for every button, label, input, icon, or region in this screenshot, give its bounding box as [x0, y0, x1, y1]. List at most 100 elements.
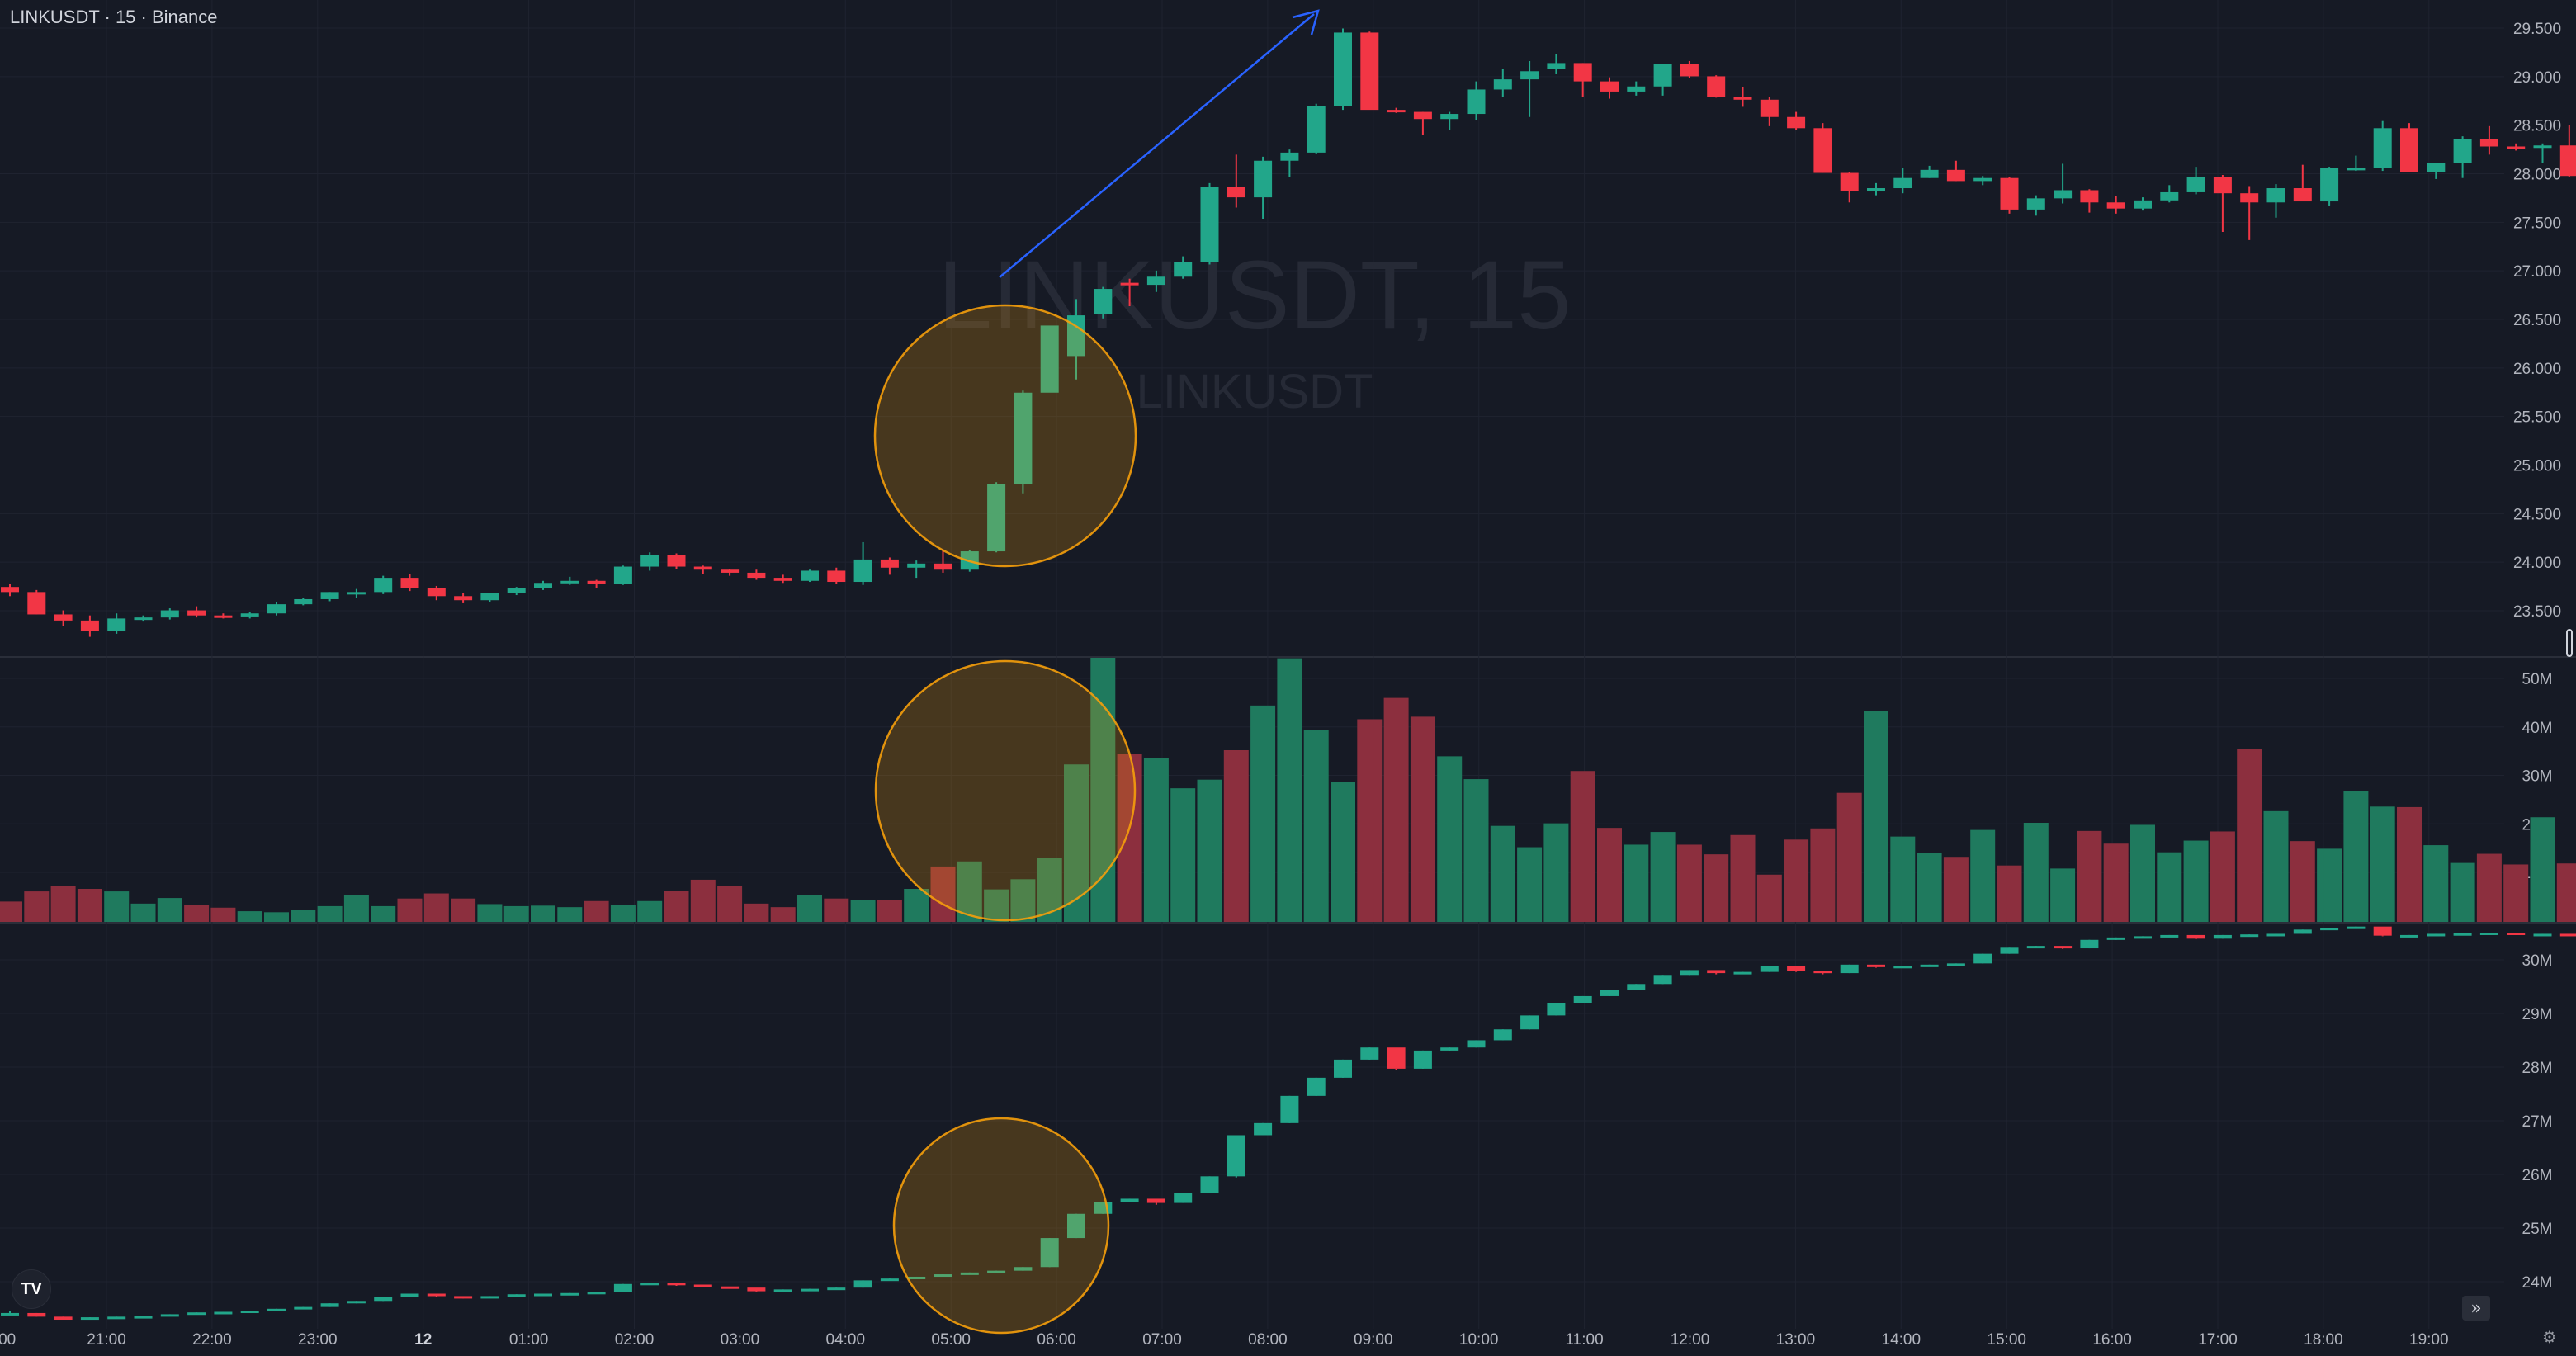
- price-candle: [1787, 117, 1805, 129]
- delta-candle: [454, 1296, 472, 1298]
- volume-bar: [1170, 788, 1195, 922]
- delta-candle: [1921, 965, 1939, 967]
- price-candle: [2001, 178, 2019, 210]
- delta-candle: [1494, 1029, 1512, 1040]
- price-candle: [347, 592, 366, 594]
- price-axis-label: 29.500: [2513, 21, 2561, 38]
- volume-bar: [1224, 750, 1249, 922]
- delta-candle: [2507, 933, 2525, 935]
- time-axis-label: 16:00: [2092, 1331, 2132, 1349]
- delta-axis-label: 26M: [2522, 1167, 2553, 1184]
- volume-bar: [1357, 719, 1382, 922]
- delta-candle: [2427, 933, 2445, 936]
- volume-bar: [1304, 730, 1329, 922]
- delta-candle: [827, 1287, 845, 1290]
- time-axis-label: 23:00: [298, 1331, 338, 1349]
- price-axis-label: 28.000: [2513, 167, 2561, 184]
- delta-candle: [480, 1296, 499, 1298]
- time-axis-label: 10:00: [1459, 1331, 1499, 1349]
- delta-candle: [881, 1278, 899, 1281]
- price-candle: [508, 588, 526, 593]
- delta-candle: [81, 1317, 99, 1320]
- price-candle: [2480, 139, 2498, 147]
- delta-candle: [27, 1313, 45, 1316]
- delta-candle: [267, 1309, 286, 1311]
- tradingview-logo-icon[interactable]: TV: [12, 1269, 51, 1309]
- price-axis-label: 27.000: [2513, 263, 2561, 281]
- price-candle: [161, 611, 179, 618]
- price-candle: [480, 593, 499, 601]
- chart-settings-icon[interactable]: ⚙: [2540, 1327, 2559, 1347]
- volume-bar: [664, 891, 689, 922]
- delta-candle: [614, 1284, 632, 1292]
- delta-candle: [54, 1316, 73, 1320]
- pane-resize-handle[interactable]: [2566, 629, 2573, 657]
- delta-candle: [1227, 1135, 1245, 1176]
- delta-candle: [1201, 1176, 1219, 1193]
- price-candle: [1654, 64, 1672, 87]
- volume-bar: [2317, 848, 2342, 922]
- highlight-circle-delta: [894, 1118, 1108, 1333]
- volume-bar: [2264, 811, 2289, 922]
- time-axis-label: 02:00: [615, 1331, 655, 1349]
- volume-bar: [2024, 823, 2049, 922]
- delta-candle: [2400, 935, 2418, 938]
- price-candle: [2400, 128, 2418, 172]
- volume-bar: [611, 905, 636, 922]
- volume-bar: [851, 900, 876, 922]
- price-candle: [1574, 63, 1592, 81]
- volume-bar: [1277, 659, 1302, 922]
- volume-bar: [2557, 863, 2576, 922]
- delta-candle: [135, 1316, 153, 1319]
- delta-candle: [2107, 938, 2125, 940]
- price-candle: [2294, 188, 2312, 201]
- delta-candle: [294, 1307, 312, 1310]
- volume-bar: [584, 901, 609, 922]
- price-candle: [2267, 188, 2285, 202]
- delta-candle: [1121, 1198, 1139, 1202]
- price-candle: [27, 592, 45, 614]
- volume-bar: [1864, 711, 1888, 922]
- volume-bar: [1677, 844, 1702, 922]
- price-candle: [1494, 79, 1512, 89]
- price-axis-label: 28.500: [2513, 118, 2561, 135]
- price-candle: [560, 581, 579, 584]
- volume-bar: [2397, 807, 2422, 922]
- delta-candle: [2080, 940, 2098, 948]
- price-candle: [454, 596, 472, 600]
- delta-candle: [374, 1297, 392, 1301]
- price-axis-label: 23.500: [2513, 603, 2561, 621]
- delta-candle: [2001, 947, 2019, 953]
- volume-bar: [744, 904, 768, 922]
- price-candle: [2560, 145, 2576, 176]
- delta-candle: [2347, 927, 2365, 929]
- price-candle: [2320, 168, 2338, 201]
- volume-bar: [1997, 866, 2022, 922]
- scroll-to-realtime-button[interactable]: »: [2462, 1296, 2490, 1321]
- price-candle: [2187, 177, 2205, 191]
- volume-bar: [1331, 782, 1355, 922]
- price-candle: [1387, 110, 1406, 112]
- volume-axis-label: 50M: [2522, 671, 2553, 688]
- delta-candle: [321, 1303, 339, 1306]
- delta-candle: [721, 1287, 739, 1289]
- time-axis-label: 07:00: [1142, 1331, 1182, 1349]
- volume-bar: [1250, 706, 1275, 922]
- delta-candle: [2320, 928, 2338, 930]
- delta-candle: [1787, 966, 1805, 971]
- price-candle: [827, 570, 845, 582]
- price-candle: [1813, 128, 1832, 172]
- price-axis-label: 26.000: [2513, 361, 2561, 378]
- price-axis-label: 29.000: [2513, 69, 2561, 87]
- volume-bar: [1491, 826, 1515, 922]
- delta-candle: [2054, 946, 2072, 948]
- price-candle: [1627, 87, 1645, 92]
- time-axis-label: 19:00: [2409, 1331, 2449, 1349]
- time-axis-label: 01:00: [509, 1331, 549, 1349]
- volume-bar: [1810, 829, 1835, 922]
- price-candle: [747, 573, 765, 578]
- volume-bar: [2157, 853, 2181, 922]
- delta-candle: [2480, 933, 2498, 935]
